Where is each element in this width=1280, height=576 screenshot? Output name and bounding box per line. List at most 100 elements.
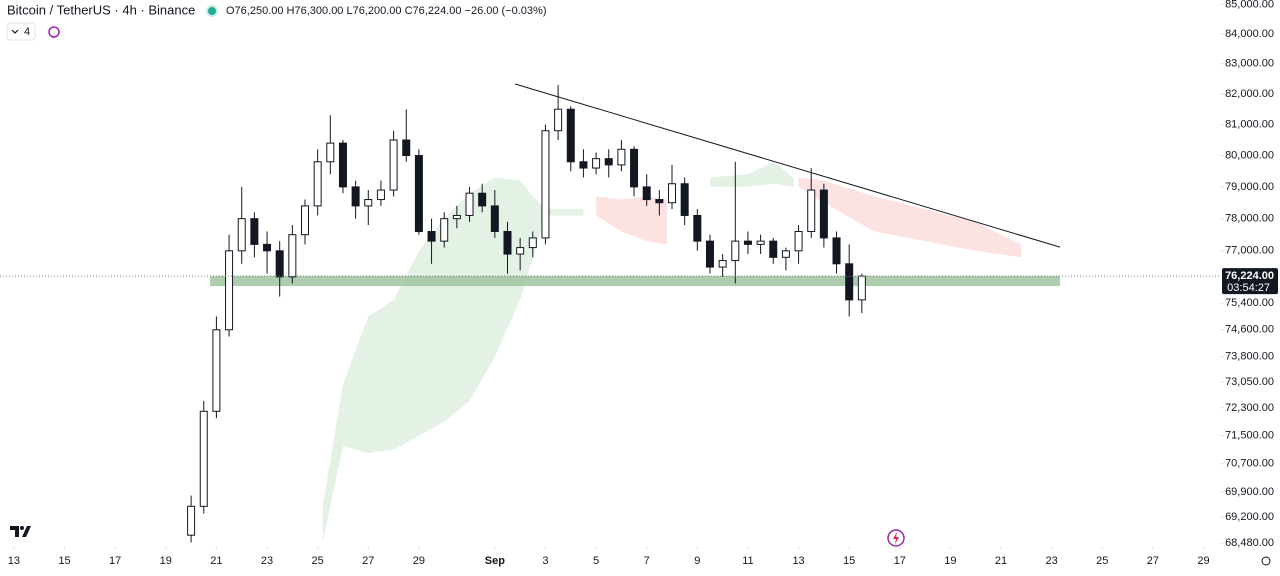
countdown: 03:54:27 (1227, 282, 1270, 294)
candle-body (541, 130, 550, 239)
x-tick-label: 19 (160, 555, 172, 567)
candle-body (592, 158, 601, 169)
y-tick-label: 68,480.00 (1225, 537, 1274, 549)
indicator-toggle[interactable] (6, 22, 36, 41)
candle-body (313, 161, 322, 207)
candle-body (604, 158, 613, 166)
x-tick-label: 3 (542, 555, 548, 567)
y-tick-label: 83,000.00 (1225, 58, 1274, 70)
candle-body (338, 142, 347, 188)
y-tick-label: 71,500.00 (1225, 429, 1274, 441)
candle-body (832, 237, 841, 265)
candle-body (427, 230, 436, 242)
candle-body (781, 250, 790, 258)
x-tick-label: 5 (593, 555, 599, 567)
y-tick-label: 84,000.00 (1225, 28, 1274, 40)
y-tick-label: 75,400.00 (1225, 297, 1274, 309)
bolt (893, 532, 899, 544)
y-tick-label: 78,000.00 (1225, 213, 1274, 225)
x-tick-label: 25 (312, 555, 324, 567)
logo-shape (10, 526, 31, 537)
y-tick-label: 74,600.00 (1225, 324, 1274, 336)
x-tick-label: 13 (8, 555, 20, 567)
candle-body (743, 240, 752, 245)
last-price-box (1222, 268, 1278, 295)
candle-body (819, 189, 828, 239)
candle-body (351, 186, 360, 207)
x-tick-label: 21 (210, 555, 222, 567)
indicator-count: 4 (24, 26, 30, 38)
last-price-label: 76,224.00 (1225, 270, 1274, 282)
x-tick-label: 23 (261, 555, 273, 567)
candle-body (554, 108, 563, 132)
candle-body (516, 247, 525, 255)
x-tick-label: Sep (485, 555, 505, 567)
x-tick-label: 9 (694, 555, 700, 567)
trendline (514, 83, 1061, 248)
candle-body (440, 218, 449, 242)
candle-body (376, 189, 385, 201)
x-tick-label: 23 (1046, 555, 1058, 567)
candle-body (528, 237, 537, 249)
candle-body (705, 240, 714, 268)
candle-body (237, 218, 246, 252)
x-tick-label: 29 (1197, 555, 1209, 567)
y-tick-label: 73,800.00 (1225, 351, 1274, 363)
cloud (596, 196, 667, 245)
y-tick-label: 79,000.00 (1225, 181, 1274, 193)
logo-dot (20, 526, 24, 530)
x-tick-label: 29 (413, 555, 425, 567)
y-tick-label: 73,050.00 (1225, 376, 1274, 388)
y-tick-label: 81,000.00 (1225, 118, 1274, 130)
candle-body (566, 108, 575, 163)
ohlc: O76,250.00 H76,300.00 L76,200.00 C76,224… (226, 5, 546, 17)
cloud (322, 177, 584, 543)
symbol: Bitcoin / TetherUS · 4h · Binance (7, 2, 195, 17)
candle-body (212, 329, 221, 412)
candle-body (630, 148, 639, 188)
candle-body (680, 183, 689, 216)
candle-body (490, 205, 499, 232)
candle-body (617, 148, 626, 166)
candle-body (389, 139, 398, 191)
candle-body (250, 218, 259, 245)
candle-body (478, 192, 487, 207)
y-tick-label: 85,000.00 (1225, 0, 1274, 10)
x-tick-label: 25 (1096, 555, 1108, 567)
candle-body (187, 505, 196, 536)
candle-body (693, 214, 702, 242)
x-tick-label: 11 (742, 555, 753, 567)
candle-body (756, 240, 765, 245)
candle-body (655, 199, 664, 204)
candle-body (718, 260, 727, 268)
x-tick-label: 17 (109, 555, 121, 567)
candle-body (275, 250, 284, 278)
y-tick-label: 69,900.00 (1225, 486, 1274, 498)
y-tick-label: 70,700.00 (1225, 458, 1274, 470)
candle-body (402, 139, 411, 157)
settings-icon[interactable] (1261, 556, 1271, 566)
candle-body (845, 263, 854, 301)
candle-body (731, 240, 740, 262)
cloud (798, 177, 1022, 258)
candle-body (326, 142, 335, 163)
candle-body (199, 410, 208, 507)
x-tick-label: 15 (843, 555, 855, 567)
candle-body (452, 214, 461, 220)
candle-body (225, 250, 234, 331)
candle-body (414, 155, 423, 232)
x-tick-label: 15 (58, 555, 70, 567)
y-tick-label: 82,000.00 (1225, 88, 1274, 100)
candle-body (642, 186, 651, 201)
y-tick-label: 77,000.00 (1225, 245, 1274, 257)
x-tick-label: 17 (894, 555, 906, 567)
candle-body (288, 234, 297, 278)
x-tick-label: 27 (362, 555, 374, 567)
candle-body (668, 183, 677, 204)
candle-body (794, 230, 803, 252)
plot (0, 83, 1220, 543)
candle-body (503, 230, 512, 255)
sync-icon[interactable] (48, 26, 60, 38)
